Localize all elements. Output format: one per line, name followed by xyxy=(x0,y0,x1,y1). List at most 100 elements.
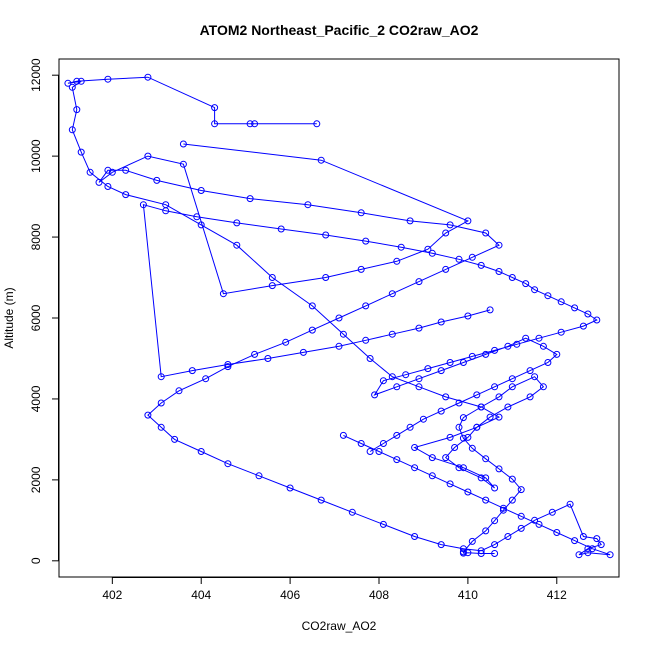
data-point xyxy=(193,213,201,221)
data-point xyxy=(357,440,365,447)
data-point xyxy=(544,292,552,300)
x-tick-label: 410 xyxy=(458,588,478,602)
data-point xyxy=(211,104,219,112)
x-tick-label: 412 xyxy=(547,588,567,602)
data-point xyxy=(424,365,432,373)
data-point xyxy=(468,352,476,360)
data-point xyxy=(317,156,325,164)
data-point xyxy=(535,520,543,528)
data-point xyxy=(104,183,112,190)
data-point xyxy=(459,434,467,442)
data-point xyxy=(584,549,592,557)
data-point xyxy=(104,166,112,174)
data-point xyxy=(428,472,436,480)
data-point xyxy=(411,444,419,451)
data-point xyxy=(579,533,587,540)
data-point xyxy=(362,237,370,245)
data-point xyxy=(437,541,445,549)
data-point xyxy=(366,355,374,362)
data-point xyxy=(179,140,187,148)
data-point xyxy=(477,403,485,411)
data-point xyxy=(495,465,503,473)
x-axis-label: CO2raw_AO2 xyxy=(302,619,377,633)
data-point xyxy=(455,464,463,472)
data-point xyxy=(477,547,485,555)
data-point xyxy=(415,383,423,391)
data-point xyxy=(175,387,183,395)
data-point xyxy=(491,484,499,492)
data-point xyxy=(339,431,347,439)
data-point xyxy=(459,359,467,366)
data-point xyxy=(566,500,574,508)
chart-title: ATOM2 Northeast_Pacific_2 CO2raw_AO2 xyxy=(200,22,479,38)
data-point xyxy=(393,456,401,464)
data-point xyxy=(171,435,179,443)
data-point xyxy=(517,524,525,532)
data-point xyxy=(526,393,534,401)
data-point xyxy=(464,217,472,225)
data-point xyxy=(104,75,112,83)
data-point xyxy=(144,73,152,81)
data-point xyxy=(486,306,494,314)
data-point xyxy=(499,504,507,512)
data-point xyxy=(593,535,601,543)
data-point xyxy=(482,350,490,358)
data-point xyxy=(322,274,330,281)
data-point xyxy=(499,506,507,514)
data-point xyxy=(219,290,227,298)
data-point xyxy=(526,367,534,375)
data-point xyxy=(522,280,530,288)
data-point xyxy=(495,241,503,249)
data-point xyxy=(157,399,165,407)
data-point xyxy=(504,342,512,350)
data-point xyxy=(268,282,276,290)
data-point xyxy=(304,201,312,209)
data-point xyxy=(366,448,374,455)
data-point xyxy=(584,310,592,318)
data-point xyxy=(122,166,130,174)
data-point xyxy=(224,363,232,371)
data-point xyxy=(415,278,423,286)
data-point xyxy=(68,83,76,91)
data-point xyxy=(508,375,516,383)
data-point xyxy=(459,464,467,472)
data-point xyxy=(282,338,290,346)
series-line xyxy=(98,143,611,556)
x-tick-label: 406 xyxy=(280,588,300,602)
y-axis: 0 2000 4000 6000 8000 10000 12000 xyxy=(29,58,59,564)
data-point xyxy=(246,195,254,203)
data-point xyxy=(531,516,539,524)
data-point xyxy=(308,326,316,334)
data-point xyxy=(415,375,423,383)
data-point xyxy=(482,229,490,237)
data-point xyxy=(108,168,116,176)
data-point xyxy=(468,537,476,545)
data-point xyxy=(455,255,463,263)
data-point xyxy=(557,298,565,306)
data-point xyxy=(571,304,579,312)
data-point xyxy=(459,414,467,422)
data-point xyxy=(308,302,316,310)
data-point xyxy=(446,433,454,441)
data-point xyxy=(246,120,254,128)
data-point xyxy=(504,403,512,411)
y-tick-label: 6000 xyxy=(29,304,43,331)
data-point xyxy=(348,508,356,516)
y-tick-label: 2000 xyxy=(29,466,43,493)
data-point xyxy=(397,243,405,251)
data-point xyxy=(539,383,547,391)
data-point xyxy=(459,545,467,553)
data-point xyxy=(335,314,343,322)
data-point xyxy=(251,350,259,358)
data-point xyxy=(606,551,614,559)
data-point xyxy=(393,383,401,391)
data-point xyxy=(437,367,445,375)
data-point xyxy=(548,508,556,516)
data-point xyxy=(473,391,481,399)
data-point xyxy=(73,77,81,85)
data-point xyxy=(482,527,490,535)
data-point xyxy=(255,472,263,480)
data-point xyxy=(264,355,272,362)
data-point xyxy=(393,431,401,439)
data-point xyxy=(482,496,490,504)
